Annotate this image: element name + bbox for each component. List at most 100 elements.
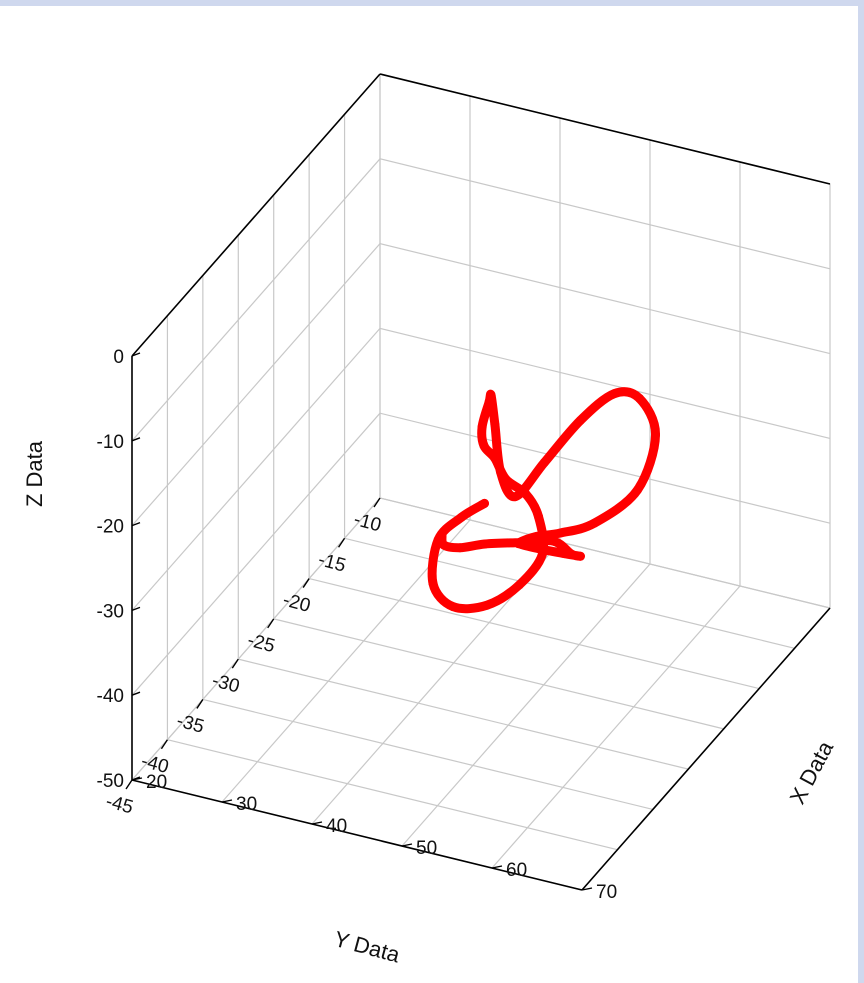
y-axis-label: Y Data — [331, 926, 403, 968]
data-point — [477, 422, 487, 432]
y-tick — [302, 578, 310, 588]
z-tick-label: 0 — [113, 347, 124, 368]
x-tick-label: 20 — [146, 772, 167, 793]
x-tick-label: 50 — [416, 838, 437, 859]
x-tick — [581, 887, 593, 891]
data-point — [437, 530, 447, 540]
data-point — [635, 393, 644, 403]
floor-grid-line — [401, 563, 651, 847]
data-point — [479, 441, 489, 451]
x-axis-label: X Data — [785, 736, 839, 808]
wall-grid-line — [131, 412, 381, 696]
grid-lines — [131, 73, 831, 891]
wall-grid-line — [131, 328, 381, 611]
floor-grid-line — [344, 537, 795, 649]
data-point — [448, 602, 458, 612]
data-point — [651, 430, 660, 440]
wall-grid-line — [379, 412, 831, 524]
z-tick-label: -10 — [97, 432, 124, 453]
data-point — [480, 539, 490, 549]
tick-labels: 0-10-20-30-40-50-10-15-20-25-30-35-40-45… — [97, 347, 618, 903]
data-point — [514, 538, 524, 548]
data-point — [555, 528, 565, 538]
data-point — [633, 485, 642, 495]
y-tick — [160, 739, 169, 750]
z-tick-label: -20 — [97, 517, 124, 538]
data-point — [482, 600, 492, 610]
top-edge-line — [131, 73, 381, 357]
x-tick-label: 30 — [236, 794, 257, 815]
floor-grid-line — [167, 739, 618, 851]
data-point — [496, 467, 506, 477]
data-point — [456, 512, 466, 522]
data-point — [514, 580, 524, 590]
chart-frame: 0 -10 -20 -30 -40 -50 -10 -15 -20 -25 -30 -35 -40 -45… — [0, 6, 858, 983]
floor-grid-line — [491, 585, 741, 869]
y-tick — [373, 497, 381, 508]
wall-grid-line — [131, 497, 381, 781]
z-tick-label: -30 — [97, 601, 124, 622]
data-point — [534, 544, 544, 554]
wall-grid-line — [131, 158, 381, 442]
chart-3d-plot: 0-10-20-30-40-50-10-15-20-25-30-35-40-45… — [22, 73, 839, 968]
data-point — [428, 579, 438, 588]
z-tick — [131, 606, 141, 612]
y-tick-label: -35 — [174, 710, 206, 737]
y-tick — [125, 779, 133, 790]
data-point — [480, 498, 489, 508]
floor-grid-line — [273, 618, 724, 730]
z-tick — [131, 352, 141, 357]
y-tick-label: -15 — [316, 549, 348, 576]
y-tick-label: -10 — [351, 509, 383, 536]
z-tick — [131, 521, 141, 527]
data-point — [455, 543, 465, 553]
z-tick — [131, 437, 141, 442]
z-axis-label: Z Data — [22, 440, 47, 507]
z-tick-label: -50 — [97, 771, 124, 792]
x-tick-label: 70 — [596, 882, 617, 903]
z-tick — [131, 691, 141, 696]
data-point — [566, 549, 576, 559]
z-tick-label: -40 — [97, 686, 124, 707]
y-tick-label: -25 — [245, 630, 277, 657]
data-point — [539, 458, 549, 468]
data-point — [510, 492, 520, 502]
series-line — [427, 387, 660, 614]
data-series — [427, 387, 660, 614]
wall-grid-line — [379, 158, 831, 270]
x-tick — [311, 821, 323, 825]
x-tick — [131, 777, 143, 781]
data-point — [575, 551, 585, 561]
data-point — [559, 549, 569, 559]
data-point — [530, 532, 540, 542]
floor-grid-line — [309, 577, 760, 690]
floor-grid-line — [238, 658, 689, 770]
x-tick — [491, 865, 503, 869]
top-edge-line — [379, 73, 831, 185]
y-axis-line — [131, 779, 583, 891]
x-tick-label: 60 — [506, 860, 527, 881]
wall-grid-line — [379, 243, 831, 355]
data-point — [490, 453, 500, 463]
y-tick — [231, 658, 239, 669]
wall-grid-line — [379, 327, 831, 439]
y-tick — [337, 537, 346, 548]
y-tick — [267, 618, 275, 629]
x-tick-label: 40 — [326, 816, 347, 837]
data-point — [590, 518, 599, 528]
data-point — [521, 489, 531, 499]
data-point — [501, 474, 511, 484]
data-point — [490, 419, 500, 429]
y-tick-label: -20 — [281, 590, 313, 617]
y-tick-label: -45 — [103, 791, 135, 818]
wall-grid-line — [379, 497, 831, 609]
axes — [125, 73, 831, 891]
x-tick — [401, 843, 413, 847]
x-tick — [221, 799, 233, 803]
data-point — [548, 536, 558, 546]
x-axis-line — [581, 607, 831, 891]
y-tick-label: -30 — [210, 670, 242, 697]
data-point — [534, 512, 543, 522]
data-point — [609, 389, 619, 399]
data-point — [575, 416, 585, 425]
